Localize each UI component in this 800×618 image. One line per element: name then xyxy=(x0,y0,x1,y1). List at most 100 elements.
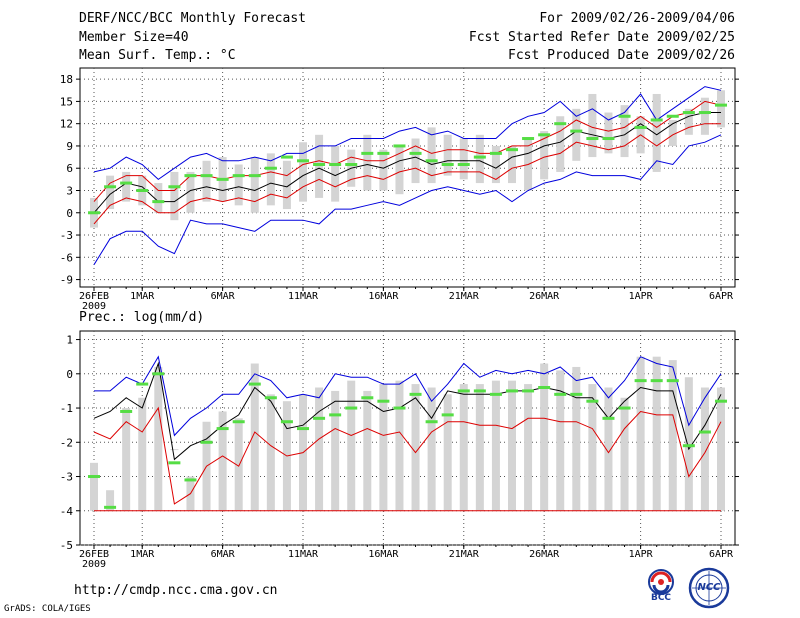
spread-box xyxy=(508,380,516,511)
analogue-marker xyxy=(618,406,631,410)
analogue-marker xyxy=(232,174,245,178)
x-tick-label: 1MAR xyxy=(130,291,155,302)
analogue-marker xyxy=(570,392,583,396)
analogue-marker xyxy=(313,416,326,420)
spread-box xyxy=(556,370,565,511)
series-line-ensemble-mean xyxy=(93,112,721,214)
spread-box xyxy=(684,108,693,135)
analogue-marker xyxy=(168,461,181,465)
x-tick-label: 26MAR xyxy=(529,549,560,560)
spread-box xyxy=(331,145,340,202)
spread-box xyxy=(540,131,549,180)
x-tick-label: 6APR xyxy=(709,549,734,560)
analogue-marker xyxy=(232,420,245,424)
series-line-mean-plus-sd xyxy=(93,100,722,202)
analogue-marker xyxy=(489,392,502,396)
x-tick-label: 26FEB xyxy=(79,291,109,302)
analogue-marker xyxy=(698,430,711,434)
y-tick-label: 12 xyxy=(60,118,73,131)
analogue-marker xyxy=(634,125,647,129)
x-tick-label: 6MAR xyxy=(211,549,236,560)
x-tick-label: 6APR xyxy=(709,291,734,302)
analogue-marker xyxy=(538,133,551,137)
analogue-marker xyxy=(650,379,663,383)
y-tick-label: -6 xyxy=(60,251,73,264)
y-tick-label: 18 xyxy=(60,73,73,86)
x-tick-sublabel: 2009 xyxy=(82,559,106,570)
spread-box xyxy=(540,363,549,511)
precip-panel-label: Prec.: log(mm/d) xyxy=(79,310,205,325)
x-tick-label: 1APR xyxy=(629,549,654,560)
spread-box xyxy=(363,390,372,511)
forecast-produced-label: Fcst Produced Date 2009/02/26 xyxy=(508,48,735,63)
x-tick-label: 11MAR xyxy=(288,549,319,560)
analogue-marker xyxy=(184,174,197,178)
spread-box xyxy=(475,384,484,511)
spread-box xyxy=(411,138,420,184)
x-tick-label: 26FEB xyxy=(79,549,109,560)
y-tick-label: -1 xyxy=(60,402,73,415)
spread-box xyxy=(717,387,725,511)
spread-box xyxy=(234,418,243,511)
ncc-logo-text: NCC xyxy=(697,582,721,593)
analogue-marker xyxy=(264,396,277,400)
analogue-marker xyxy=(329,413,342,417)
chart-title: DERF/NCC/BCC Monthly Forecast xyxy=(79,11,306,26)
analogue-marker xyxy=(248,174,261,178)
analogue-marker xyxy=(152,372,165,376)
spread-box xyxy=(363,134,372,191)
series-line-max xyxy=(93,86,722,181)
analogue-marker xyxy=(473,155,486,159)
spread-box xyxy=(154,183,163,213)
analogue-marker xyxy=(248,382,261,386)
y-tick-label: -9 xyxy=(60,274,73,287)
series-line-min xyxy=(93,134,722,265)
x-tick-label: 1APR xyxy=(629,291,654,302)
y-tick-label: -3 xyxy=(60,229,73,242)
spread-box xyxy=(652,356,661,511)
forecast-period-label: For 2009/02/26-2009/04/06 xyxy=(539,11,735,26)
analogue-marker xyxy=(650,118,663,122)
grads-credit: GrADS: COLA/IGES xyxy=(4,604,91,614)
spread-box xyxy=(299,142,307,202)
analogue-marker xyxy=(393,144,406,148)
spread-box xyxy=(331,390,340,511)
y-tick-label: -2 xyxy=(60,436,73,449)
spread-box xyxy=(106,175,115,210)
spread-box xyxy=(524,384,533,511)
spread-box xyxy=(588,384,597,511)
spread-box xyxy=(491,380,500,511)
analogue-marker xyxy=(216,427,229,431)
spread-box xyxy=(395,380,404,511)
analogue-marker xyxy=(425,420,438,424)
analogue-marker xyxy=(715,103,727,107)
y-tick-label: -4 xyxy=(60,505,74,518)
analogue-marker xyxy=(377,151,390,155)
y-tick-label: 1 xyxy=(66,334,73,347)
analogue-marker xyxy=(329,163,342,167)
analogue-marker xyxy=(393,406,406,410)
spread-box xyxy=(475,134,484,184)
analogue-marker xyxy=(200,440,213,444)
spread-box xyxy=(604,387,613,511)
bcc-logo: BCC xyxy=(640,568,682,606)
analogue-marker xyxy=(666,114,679,118)
analogue-marker xyxy=(441,163,454,167)
analogue-marker xyxy=(104,505,117,509)
spread-box xyxy=(122,171,131,202)
spread-box xyxy=(556,116,565,172)
ncc-logo: NCC xyxy=(686,566,732,610)
x-tick-label: 16MAR xyxy=(368,549,399,560)
analogue-marker xyxy=(120,181,133,185)
analogue-marker xyxy=(345,163,358,167)
analogue-marker xyxy=(457,163,470,167)
analogue-marker xyxy=(425,159,438,163)
spread-box xyxy=(459,138,468,180)
spread-box xyxy=(459,384,468,511)
spread-box xyxy=(250,157,259,213)
variable-label: Mean Surf. Temp.: °C xyxy=(79,48,236,63)
spread-box xyxy=(636,356,645,511)
analogue-marker xyxy=(120,409,133,413)
